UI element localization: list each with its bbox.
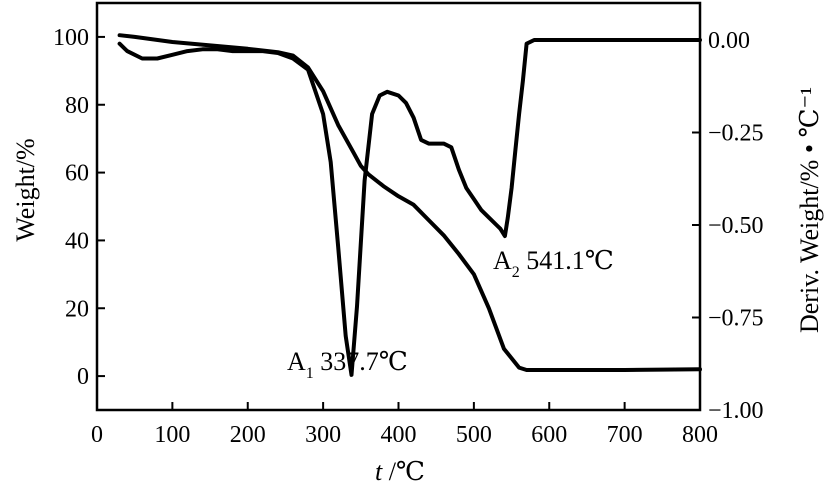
y2-axis-title: Deriv. Weight/% • ℃⁻¹ xyxy=(795,87,824,333)
weight-series-line xyxy=(117,33,702,372)
deriv-weight-series-line xyxy=(117,38,702,377)
x-tick-label: 700 xyxy=(607,422,643,448)
y-tick-label: 0 xyxy=(77,364,89,390)
annotation-a1-sub: 1 xyxy=(306,365,314,382)
annotation-a1-text: 337.7℃ xyxy=(314,347,408,376)
plot-axes xyxy=(95,1,702,412)
y2-tick-label: −0.25 xyxy=(708,121,764,147)
x-tick-label: 800 xyxy=(682,422,718,448)
annotation-a2: A2 541.1℃ xyxy=(493,246,614,281)
y2-tick-label: −0.50 xyxy=(708,213,764,239)
x-axis-title: t /℃ xyxy=(375,457,425,486)
plot-series xyxy=(117,33,702,377)
x-tick-label: 200 xyxy=(230,422,266,448)
x-tick-label: 100 xyxy=(154,422,190,448)
annotation-a1-main: A xyxy=(287,347,306,376)
y2-tick-label: −1.00 xyxy=(708,398,764,424)
x-tick-label: 0 xyxy=(91,422,103,448)
annotation-a2-sub: 2 xyxy=(512,264,520,281)
x-tick-label: 500 xyxy=(456,422,492,448)
y2-tick-label: 0.00 xyxy=(708,28,750,54)
y2-tick-label: −0.75 xyxy=(708,306,764,332)
y-tick-label: 20 xyxy=(65,296,89,322)
x-tick-label: 400 xyxy=(381,422,417,448)
annotation-a1: A1 337.7℃ xyxy=(287,347,408,382)
x-axis-title-unit: /℃ xyxy=(382,457,425,486)
y-tick-label: 40 xyxy=(65,228,89,254)
y-axis-title: Weight/% xyxy=(11,138,40,241)
x-tick-label: 300 xyxy=(305,422,341,448)
y-tick-label: 100 xyxy=(53,25,89,51)
x-axis-title-var: t xyxy=(375,457,383,486)
x-tick-label: 600 xyxy=(531,422,567,448)
tick-labels: 0 100 200 300 400 500 600 700 800 0 20 40 60 80 100 0.0… xyxy=(53,25,764,448)
y-tick-label: 60 xyxy=(65,161,89,187)
annotation-a2-text: 541.1℃ xyxy=(520,246,614,275)
y-tick-label: 80 xyxy=(65,93,89,119)
annotation-a2-main: A xyxy=(493,246,512,275)
